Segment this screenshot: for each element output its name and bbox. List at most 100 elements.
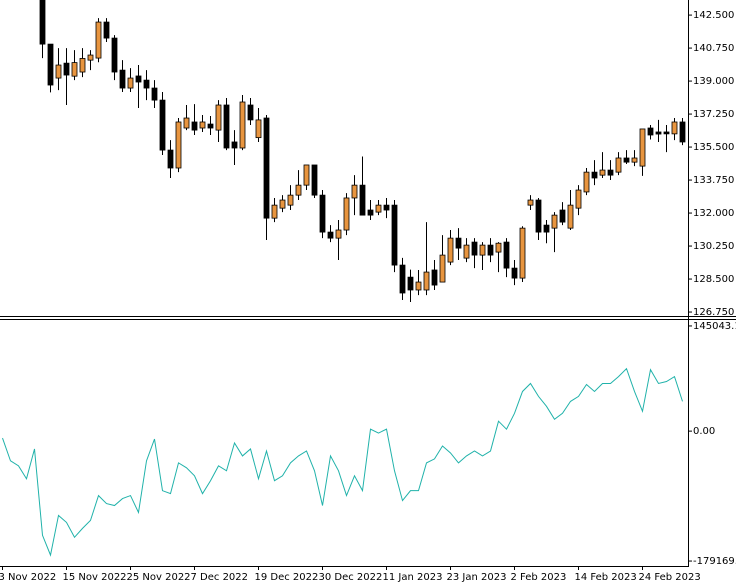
y-tick-label: 0.00 [693, 426, 715, 437]
candle-body [207, 123, 214, 129]
candle-body [47, 43, 54, 86]
price-panel [39, 0, 686, 303]
candle-body [223, 104, 230, 149]
x-tick-label: 11 Jan 2023 [383, 572, 443, 583]
x-tick-label: 3 Nov 2022 [0, 572, 56, 583]
candle-body [79, 58, 86, 73]
candle-body [679, 121, 686, 143]
candle-body [231, 141, 238, 149]
candle-body [263, 117, 270, 219]
x-tick-label: 14 Feb 2023 [575, 572, 637, 583]
x-tick-label: 15 Nov 2022 [63, 572, 127, 583]
candle-body [151, 87, 158, 101]
candle-body [391, 204, 398, 266]
candle-body [607, 169, 614, 176]
candle-body [615, 157, 622, 173]
x-tick-label: 25 Nov 2022 [127, 572, 191, 583]
candle-body [671, 121, 678, 135]
candle-body [351, 184, 358, 199]
x-tick-label: 30 Dec 2022 [319, 572, 383, 583]
candle-body [455, 237, 462, 249]
x-tick-label: 24 Feb 2023 [639, 572, 701, 583]
candle-body [159, 99, 166, 151]
candle-body [535, 199, 542, 233]
candle-body [271, 204, 278, 219]
candle-body [439, 254, 446, 283]
candle-body [239, 101, 246, 149]
candle-body [639, 128, 646, 167]
candle-body [575, 189, 582, 209]
candle-body [423, 271, 430, 291]
candle-body [191, 121, 198, 131]
candle-body [367, 209, 374, 216]
candle-body [103, 21, 110, 39]
candle-body [519, 227, 526, 279]
candle-body [247, 104, 254, 121]
candle-body [463, 244, 470, 259]
candle-body [39, 0, 46, 45]
indicator-line [2, 367, 683, 557]
candle-body [119, 69, 126, 89]
candle-body [471, 241, 478, 256]
candle-body [559, 209, 566, 223]
candle-body [567, 204, 574, 229]
candle-body [71, 62, 78, 77]
x-tick-label: 23 Jan 2023 [447, 572, 507, 583]
candle-body [503, 241, 510, 269]
candle-body [95, 21, 102, 59]
candle-body [487, 244, 494, 256]
candle-body [63, 62, 70, 76]
candle-body [111, 37, 118, 73]
candle-body [55, 64, 62, 79]
candle-body [167, 149, 174, 169]
candle-body [215, 104, 222, 131]
y-tick-label: 132.000 [693, 208, 734, 219]
candle-body [399, 264, 406, 294]
y-tick-label: 139.000 [693, 76, 734, 87]
candle-body [87, 54, 94, 61]
candle-body [527, 199, 534, 206]
candle-body [287, 194, 294, 206]
candle-body [295, 184, 302, 196]
candle-body [663, 131, 670, 135]
candle-body [303, 164, 310, 186]
candle-body [447, 237, 454, 263]
y-tick-label: 130.250 [693, 241, 734, 252]
candle-body [631, 157, 638, 163]
candle-body [551, 214, 558, 229]
candle-body [135, 75, 142, 83]
candle-body [599, 169, 606, 176]
candle-body [143, 79, 150, 89]
candle-body [511, 267, 518, 279]
y-tick-label: 128.500 [693, 274, 734, 285]
candle-body [183, 117, 190, 129]
candle-body [127, 77, 134, 89]
candle-body [495, 242, 502, 253]
y-tick-label: -179169.34 [693, 556, 736, 567]
y-tick-label: 145043.14 [693, 321, 736, 332]
x-tick-label: 2 Feb 2023 [511, 572, 567, 583]
y-tick-label: 137.250 [693, 109, 734, 120]
y-tick-label: 135.500 [693, 142, 734, 153]
y-tick-label: 140.750 [693, 43, 734, 54]
candle-body [543, 224, 550, 233]
candle-body [479, 244, 486, 256]
candle-body [359, 184, 366, 216]
candle-body [311, 164, 318, 196]
y-tick-label: 142.500 [693, 10, 734, 21]
candle-body [199, 121, 206, 129]
candle-body [415, 281, 422, 291]
candle-body [175, 121, 182, 169]
candle-body [279, 199, 286, 209]
candle-body [383, 204, 390, 211]
candle-body [647, 127, 654, 136]
candle-body [343, 197, 350, 231]
candle-body [407, 276, 414, 291]
y-tick-label: 133.750 [693, 175, 734, 186]
candle-body [623, 157, 630, 163]
candle-body [431, 269, 438, 286]
x-tick-label: 19 Dec 2022 [255, 572, 319, 583]
candle-body [255, 119, 262, 139]
